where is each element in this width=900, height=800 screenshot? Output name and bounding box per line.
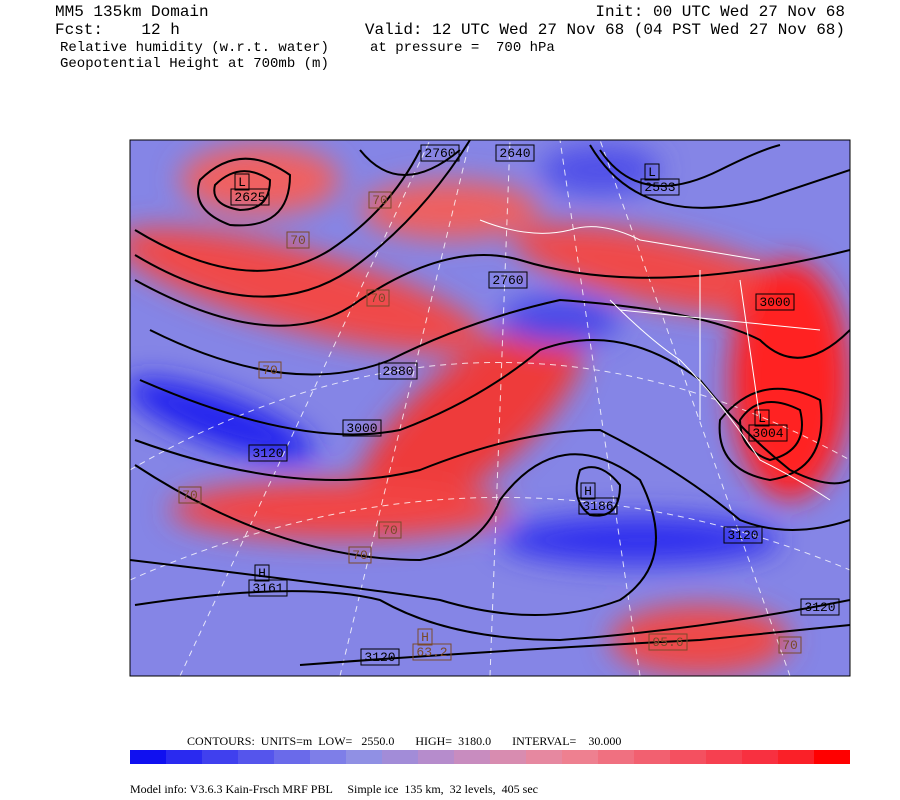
contour-label: 3186 — [582, 499, 613, 514]
contour-label: 70 — [182, 488, 198, 503]
contour-label: 3120 — [804, 600, 835, 615]
header: MM5 135km Domain Init: 00 UTC Wed 27 Nov… — [55, 3, 845, 72]
contour-label: 3000 — [346, 421, 377, 436]
contour-label: 63.2 — [416, 645, 447, 660]
contour-label: 70 — [262, 363, 278, 378]
label-box — [640, 178, 680, 196]
contour-label: 95.6 — [652, 635, 683, 650]
label-box — [578, 497, 618, 515]
fcst: Fcst: 12 h — [55, 21, 180, 39]
label-box — [648, 633, 688, 651]
label-box — [178, 486, 202, 504]
label-box — [378, 362, 418, 380]
footer: Model info: V3.6.3 Kain-Frsch MRF PBL Si… — [130, 782, 538, 796]
contour-label: H — [584, 484, 592, 499]
label-box — [748, 424, 788, 442]
contour-label: 70 — [382, 523, 398, 538]
label-box — [644, 163, 660, 181]
label-box — [348, 546, 372, 564]
contour-label: 70 — [290, 233, 306, 248]
label-box — [495, 144, 535, 162]
contour-label: H — [258, 566, 266, 581]
contour-label: 3004 — [752, 426, 783, 441]
field: Geopotential Height at 700mb (m) — [60, 56, 329, 72]
contour-label: 2760 — [424, 146, 455, 161]
label-box — [417, 628, 433, 646]
label-box — [488, 271, 528, 289]
label-box — [755, 293, 795, 311]
contour-label: 3120 — [364, 650, 395, 665]
label-box — [248, 579, 288, 597]
label-box — [420, 144, 460, 162]
contour-label: 2640 — [499, 146, 530, 161]
contour-label: 70 — [782, 638, 798, 653]
label-box — [286, 231, 310, 249]
contour-label: 2625 — [234, 190, 265, 205]
domain: MM5 135km Domain — [55, 3, 209, 21]
label-box — [800, 598, 840, 616]
contour-label: L — [648, 165, 656, 180]
label-box — [360, 648, 400, 666]
contour-label: 2880 — [382, 364, 413, 379]
contour-label: 3120 — [727, 528, 758, 543]
contour-label: 2533 — [644, 180, 675, 195]
label-box — [723, 526, 763, 544]
contour-label: 2760 — [492, 273, 523, 288]
label-box — [366, 289, 390, 307]
contour-label: L — [238, 175, 246, 190]
label-box — [234, 173, 250, 191]
labels: 2760 2640L2625L253327603000288030003120H3… — [178, 144, 840, 666]
field: Relative humidity (w.r.t. water) — [60, 40, 329, 56]
colorbar — [130, 750, 850, 764]
contour-label: 70 — [372, 193, 388, 208]
contour-label: H — [421, 630, 429, 645]
contour-label: 70 — [370, 291, 386, 306]
label-box — [754, 409, 770, 427]
contour-label: 3120 — [252, 446, 283, 461]
label-box — [378, 521, 402, 539]
valid: Valid: 12 UTC Wed 27 Nov 68 (04 PST Wed … — [365, 21, 845, 39]
contour-label: 70 — [352, 548, 368, 563]
label-box — [580, 482, 596, 500]
label-box — [778, 636, 802, 654]
label-box — [258, 361, 282, 379]
label-box — [230, 188, 270, 206]
pressure: at pressure = 700 hPa — [370, 40, 555, 56]
contour-label: 3161 — [252, 581, 283, 596]
label-box — [342, 419, 382, 437]
contour-info: CONTOURS: UNITS=m LOW= 2550.0 HIGH= 3180… — [187, 734, 621, 748]
label-box — [254, 564, 270, 582]
contour-label: L — [758, 411, 766, 426]
label-box — [368, 191, 392, 209]
label-box — [412, 643, 452, 661]
label-box — [248, 444, 288, 462]
contour-label: 3000 — [759, 295, 790, 310]
init: Init: 00 UTC Wed 27 Nov 68 — [595, 3, 845, 21]
map-frame — [129, 139, 851, 677]
map — [130, 140, 850, 676]
